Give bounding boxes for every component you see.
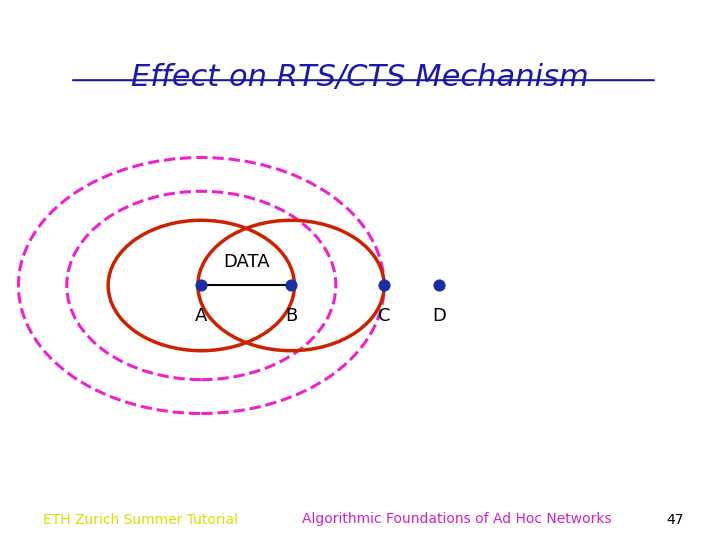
Text: DATA: DATA	[222, 253, 269, 271]
Text: C: C	[378, 307, 390, 325]
Point	[433, 281, 445, 290]
Text: D: D	[433, 307, 446, 325]
Point	[379, 281, 390, 290]
Text: Algorithmic Foundations of Ad Hoc Networks: Algorithmic Foundations of Ad Hoc Networ…	[302, 512, 612, 526]
Text: ETH Zurich Summer Tutorial: ETH Zurich Summer Tutorial	[43, 512, 238, 526]
Text: A: A	[195, 307, 207, 325]
Point	[285, 281, 297, 290]
Text: Effect on RTS/CTS Mechanism: Effect on RTS/CTS Mechanism	[131, 63, 589, 92]
Point	[196, 281, 207, 290]
Text: 47: 47	[667, 512, 684, 526]
Text: B: B	[285, 307, 297, 325]
